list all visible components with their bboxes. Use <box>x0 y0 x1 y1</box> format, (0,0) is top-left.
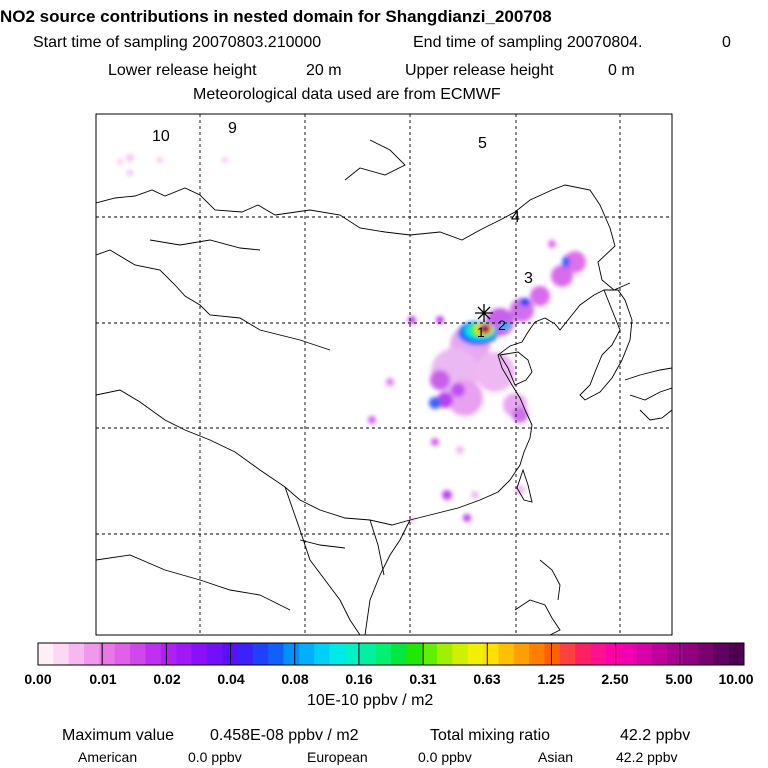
colorbar-swatch <box>145 643 162 665</box>
colorbar-swatch <box>130 643 146 665</box>
map-figure: 10 9 5 4 3 2 1 <box>37 113 745 666</box>
region-label-3: 3 <box>524 270 533 287</box>
max-value-label: Maximum value <box>62 727 175 744</box>
colorbar-swatch <box>391 643 407 665</box>
colorbar-tick: 5.00 <box>665 671 693 687</box>
map-frame <box>95 113 673 636</box>
colorbar-swatch <box>544 643 561 665</box>
colorbar-tick: 0.01 <box>89 671 117 687</box>
colorbar-swatch <box>252 643 269 665</box>
end-time: End time of sampling 20070804. <box>413 34 643 51</box>
map-panel <box>96 114 672 635</box>
colorbar-swatch <box>53 643 69 665</box>
colorbar-tick: 0.02 <box>153 671 181 687</box>
total-mixing-label: Total mixing ratio <box>430 727 551 744</box>
colorbar-swatch <box>590 643 607 665</box>
colorbar-swatch <box>498 643 515 665</box>
colorbar-swatch <box>176 643 192 665</box>
colorbar-swatch <box>191 643 208 665</box>
page-title: NO2 source contributions in nested domai… <box>0 7 552 26</box>
colorbar-swatch <box>713 643 729 665</box>
colorbar-tick: 0.31 <box>409 671 437 687</box>
colorbar-swatch <box>298 643 315 665</box>
colorbar-swatch <box>160 643 177 665</box>
colorbar-swatch <box>483 643 499 665</box>
colorbar-tick: 2.50 <box>601 671 629 687</box>
lat-lon-grid <box>96 114 672 635</box>
start-time: Start time of sampling 20070803.210000 <box>33 34 322 51</box>
region-label-4: 4 <box>511 209 520 226</box>
colorbar-swatch <box>605 643 622 665</box>
colorbar-swatch <box>38 643 54 665</box>
region-label-2: 2 <box>498 317 506 333</box>
upper-release-value: 0 m <box>608 62 635 79</box>
color-bar <box>37 642 745 666</box>
american-label: American <box>78 749 138 765</box>
colorbar-swatch <box>667 643 683 665</box>
colorbar-swatch <box>406 643 422 665</box>
european-value: 0.0 ppbv <box>418 749 472 765</box>
colorbar-tick: 0.63 <box>473 671 501 687</box>
colorbar-tick: 1.25 <box>537 671 565 687</box>
colorbar-swatch <box>452 643 469 665</box>
colorbar-tick: 0.00 <box>24 671 52 687</box>
colorbar-swatch <box>375 643 392 665</box>
coastlines <box>96 139 672 635</box>
lower-release-value: 20 m <box>306 62 342 79</box>
colorbar-swatch <box>360 643 376 665</box>
colorbar-swatch <box>575 643 591 665</box>
colorbar-unit: 10E-10 ppbv / m2 <box>307 692 434 709</box>
concentration-plume <box>117 154 586 523</box>
asian-label: Asian <box>538 749 574 765</box>
colorbar-swatch <box>467 643 484 665</box>
colorbar-frame <box>37 642 745 666</box>
colorbar-swatch <box>513 643 530 665</box>
colorbar-swatch <box>84 643 100 665</box>
region-label-5: 5 <box>478 135 487 152</box>
colorbar-swatch <box>222 643 238 665</box>
colorbar-swatch <box>682 643 699 665</box>
colorbar-swatch <box>344 643 361 665</box>
colorbar-swatch <box>283 643 300 665</box>
total-mixing-value: 42.2 ppbv <box>620 727 691 744</box>
max-value: 0.458E-08 ppbv / m2 <box>210 727 359 744</box>
colorbar-swatch <box>68 643 85 665</box>
colorbar-swatch <box>268 643 284 665</box>
star-icon <box>475 304 493 322</box>
colorbar-tick: 0.04 <box>217 671 245 687</box>
asian-value: 42.2 ppbv <box>616 749 678 765</box>
lower-release-label: Lower release height <box>108 62 257 79</box>
end-time-value: 0 <box>722 34 731 51</box>
colorbar-tick: 0.08 <box>281 671 309 687</box>
region-label-1: 1 <box>477 324 485 340</box>
colorbar-swatch <box>728 643 745 665</box>
colorbar-swatch <box>437 643 453 665</box>
colorbar-swatch <box>697 643 714 665</box>
colorbar-swatch <box>421 643 438 665</box>
colorbar-tick: 10.00 <box>718 671 754 687</box>
region-label-9: 9 <box>228 120 237 137</box>
met-data: Meteorological data used are from ECMWF <box>193 86 501 103</box>
colorbar-swatch <box>314 643 330 665</box>
colorbar-swatch <box>237 643 254 665</box>
colorbar-swatch <box>651 643 668 665</box>
colorbar-swatch <box>529 643 545 665</box>
colorbar-swatch <box>559 643 576 665</box>
colorbar-swatch <box>621 643 637 665</box>
colorbar-swatch <box>636 643 653 665</box>
colorbar-swatch <box>114 643 131 665</box>
european-label: European <box>307 749 368 765</box>
upper-release-label: Upper release height <box>405 62 554 79</box>
region-label-10: 10 <box>152 128 170 145</box>
colorbar-tick: 0.16 <box>345 671 373 687</box>
colorbar-swatch <box>99 643 116 665</box>
colorbar-swatch <box>206 643 223 665</box>
american-value: 0.0 ppbv <box>188 749 242 765</box>
colorbar-swatch <box>329 643 346 665</box>
